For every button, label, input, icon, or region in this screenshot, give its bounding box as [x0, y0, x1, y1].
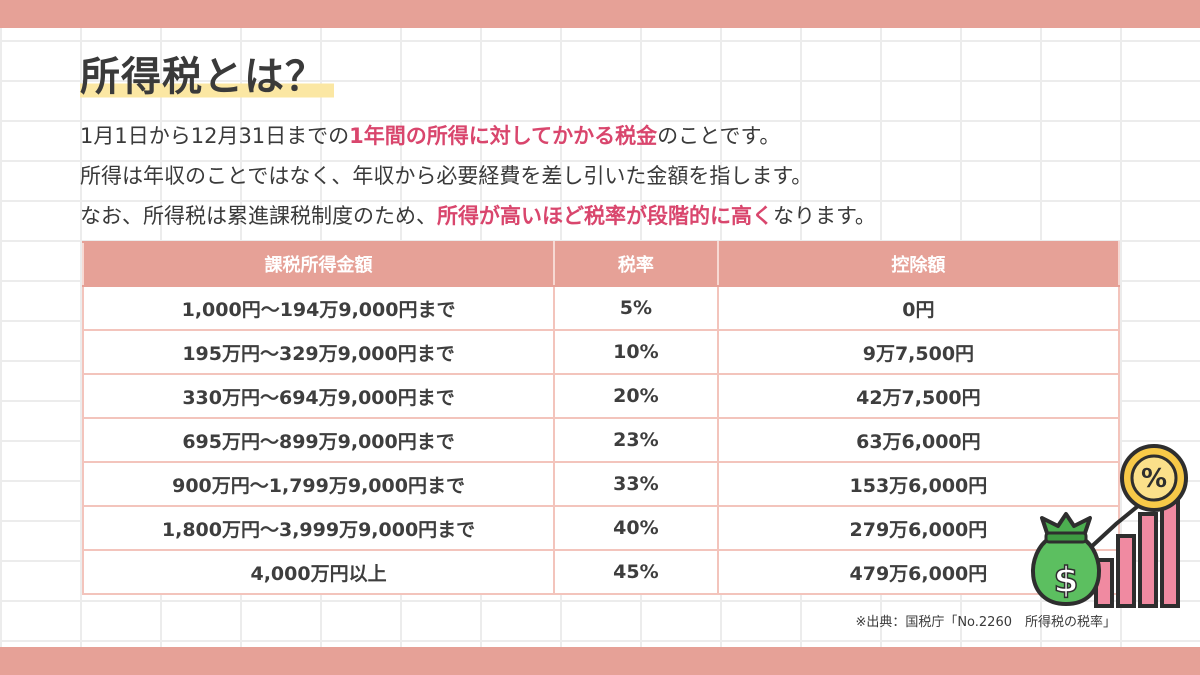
- header-taxable-income: 課税所得金額: [81, 241, 556, 287]
- intro-line-2: 所得は年収のことではなく、年収から必要経費を差し引いた金額を指します。: [80, 164, 813, 188]
- tax-rate-table: 課税所得金額 税率 控除額 1,000円〜194万9,000円まで 5% 0円 …: [81, 241, 1121, 595]
- intro-line-1-text-end: のことです。: [657, 124, 781, 148]
- cell-deduction: 42万7,500円: [716, 373, 1121, 419]
- table-row: 195万円〜329万9,000円まで 10% 9万7,500円: [81, 329, 1121, 375]
- table-row: 1,800万円〜3,999万9,000円まで 40% 279万6,000円: [81, 505, 1121, 551]
- coin-symbol: %: [1141, 464, 1167, 494]
- cell-rate: 5%: [553, 285, 719, 331]
- cell-rate: 33%: [553, 461, 719, 507]
- cell-deduction: 63万6,000円: [716, 417, 1121, 463]
- table-row: 330万円〜694万9,000円まで 20% 42万7,500円: [81, 373, 1121, 419]
- cell-deduction: 9万7,500円: [716, 329, 1121, 375]
- cell-rate: 45%: [553, 549, 719, 595]
- cell-income: 695万円〜899万9,000円まで: [81, 417, 556, 463]
- intro-line-3-text-end: なります。: [773, 204, 876, 228]
- intro-line-3-highlight: 所得が高いほど税率が段階的に高く: [437, 204, 773, 228]
- table-row: 900万円〜1,799万9,000円まで 33% 153万6,000円: [81, 461, 1121, 507]
- intro-line-1-highlight: 1年間の所得に対してかかる税金: [349, 124, 658, 148]
- percent-coin-icon: %: [1120, 444, 1188, 512]
- table-header-row: 課税所得金額 税率 控除額: [81, 241, 1121, 287]
- bottom-band: [0, 647, 1200, 675]
- intro-line-3-text: なお、所得税は累進課税制度のため、: [80, 204, 437, 228]
- intro-line-1-text: 1月1日から12月31日までの: [80, 124, 350, 148]
- cell-deduction: 0円: [716, 285, 1121, 331]
- cell-rate: 40%: [553, 505, 719, 551]
- cell-income: 1,000円〜194万9,000円まで: [81, 285, 556, 331]
- intro-line-1: 1月1日から12月31日までの1年間の所得に対してかかる税金のことです。: [80, 120, 1140, 150]
- intro-line-3: なお、所得税は累進課税制度のため、所得が高いほど税率が段階的に高くなります。: [80, 200, 1140, 230]
- bag-symbol: $: [1053, 560, 1078, 601]
- cell-income: 4,000万円以上: [81, 549, 556, 595]
- cell-rate: 10%: [553, 329, 719, 375]
- cell-income: 330万円〜694万9,000円まで: [81, 373, 556, 419]
- top-band: [0, 0, 1200, 28]
- cell-income: 195万円〜329万9,000円まで: [81, 329, 556, 375]
- header-tax-rate: 税率: [553, 241, 719, 287]
- money-bag-icon: $: [1031, 512, 1101, 606]
- source-citation: ※出典：国税庁「No.2260 所得税の税率」: [855, 615, 1116, 630]
- table-row: 1,000円〜194万9,000円まで 5% 0円: [81, 285, 1121, 331]
- cell-deduction: 153万6,000円: [716, 461, 1121, 507]
- cell-income: 1,800万円〜3,999万9,000円まで: [81, 505, 556, 551]
- cell-rate: 23%: [553, 417, 719, 463]
- cell-income: 900万円〜1,799万9,000円まで: [81, 461, 556, 507]
- cell-rate: 20%: [553, 373, 719, 419]
- table-row: 695万円〜899万9,000円まで 23% 63万6,000円: [81, 417, 1121, 463]
- money-growth-illustration: % $: [1031, 444, 1188, 608]
- page-title: 所得税とは？: [80, 44, 334, 102]
- table-row: 4,000万円以上 45% 479万6,000円: [81, 549, 1121, 595]
- header-deduction: 控除額: [716, 241, 1121, 287]
